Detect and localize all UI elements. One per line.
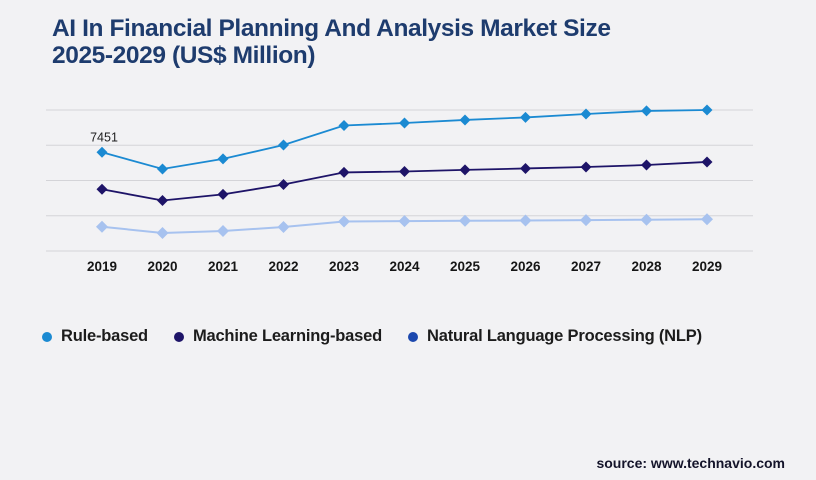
data-point-rule-based-2022	[278, 139, 289, 151]
data-point-rule-based-2020	[157, 163, 168, 175]
data-point-rule-based-2024	[399, 117, 410, 129]
source-attribution: source: www.technavio.com	[596, 455, 785, 471]
data-point-machine-learning-based-2026	[520, 162, 531, 174]
data-point-machine-learning-based-2022	[278, 178, 289, 190]
x-axis-label-2025: 2025	[450, 259, 481, 274]
data-point-machine-learning-based-2025	[459, 164, 471, 176]
data-point-natural-language-processing-nlp-2027	[580, 214, 592, 227]
x-axis-label-2019: 2019	[87, 259, 117, 274]
x-axis-label-2026: 2026	[510, 259, 541, 274]
chart-title-line2: 2025-2029 (US$ Million)	[52, 41, 316, 69]
x-axis-label-2022: 2022	[268, 259, 298, 274]
data-point-rule-based-2026	[520, 111, 531, 123]
x-axis-label-2020: 2020	[147, 259, 177, 274]
legend-marker-icon	[173, 331, 184, 342]
x-axis-label-2023: 2023	[329, 259, 360, 274]
data-point-rule-based-2028	[641, 105, 652, 117]
chart-title-line1: AI In Financial Planning And Analysis Ma…	[52, 15, 611, 42]
x-axis-label-2024: 2024	[389, 259, 420, 274]
data-point-machine-learning-based-2023	[338, 166, 350, 178]
data-point-natural-language-processing-nlp-2026	[519, 214, 532, 227]
legend-item-machine-learning-based: Machine Learning-based	[173, 327, 382, 346]
data-point-rule-based-2025	[459, 114, 471, 126]
data-point-machine-learning-based-2021	[217, 188, 229, 200]
data-point-natural-language-processing-nlp-2024	[398, 215, 411, 228]
legend-item-natural-language-processing-nlp: Natural Language Processing (NLP)	[408, 327, 702, 346]
data-point-rule-based-2019	[96, 146, 108, 158]
legend-marker-icon	[42, 331, 52, 342]
data-point-machine-learning-based-2028	[641, 159, 652, 171]
data-point-machine-learning-based-2024	[399, 165, 410, 177]
data-point-natural-language-processing-nlp-2019	[96, 220, 108, 233]
legend-item-rule-based: Rule-based	[42, 327, 148, 346]
data-point-rule-based-2027	[580, 108, 592, 120]
x-axis-label-2028: 2028	[631, 259, 662, 274]
data-point-rule-based-2023	[338, 120, 350, 132]
line-chart: 7451 2019 2020 2021 2022 2023 2024 2025 2026 2027…	[46, 104, 753, 274]
data-point-rule-based-2029	[701, 104, 713, 116]
data-point-machine-learning-based-2019	[96, 183, 108, 195]
x-axis-label-2027: 2027	[571, 259, 601, 274]
chart-legend: Rule-based Machine Learning-based Natural …	[42, 327, 702, 346]
data-point-natural-language-processing-nlp-2022	[277, 221, 290, 234]
legend-marker-icon	[408, 331, 418, 342]
chart-title: AI In Financial Planning And Analysis Ma…	[52, 15, 611, 70]
x-axis-label-2029: 2029	[692, 259, 722, 274]
legend-label: Rule-based	[61, 327, 148, 345]
x-axis-label-2021: 2021	[208, 259, 239, 274]
data-point-natural-language-processing-nlp-2028	[640, 213, 653, 226]
data-point-natural-language-processing-nlp-2023	[338, 215, 350, 228]
data-point-machine-learning-based-2027	[580, 161, 592, 173]
data-point-natural-language-processing-nlp-2029	[701, 213, 713, 226]
data-point-natural-language-processing-nlp-2025	[459, 214, 471, 227]
legend-label: Machine Learning-based	[192, 327, 382, 345]
data-point-natural-language-processing-nlp-2020	[156, 226, 169, 239]
data-point-rule-based-2021	[217, 153, 229, 165]
data-point-natural-language-processing-nlp-2021	[217, 224, 229, 237]
legend-label: Natural Language Processing (NLP)	[427, 327, 702, 345]
data-point-label: 7451	[90, 130, 118, 144]
data-point-machine-learning-based-2029	[701, 156, 713, 168]
data-point-machine-learning-based-2020	[157, 195, 168, 207]
